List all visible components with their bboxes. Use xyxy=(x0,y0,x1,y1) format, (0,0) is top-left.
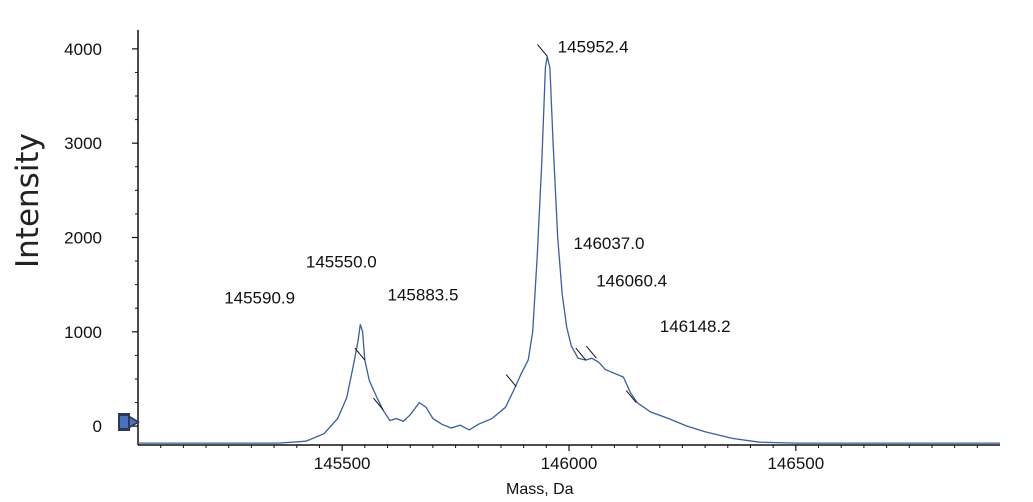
peak-marker-line xyxy=(354,347,366,361)
baseline-marker-icon[interactable] xyxy=(118,413,140,431)
x-tick-label: 145500 xyxy=(314,454,371,473)
peak-marker-line xyxy=(625,390,637,403)
peak-marker-line xyxy=(505,374,517,387)
x-axis-title: Mass, Da xyxy=(506,481,574,498)
peak-label: 145590.9 xyxy=(224,289,295,308)
y-tick-label: 1000 xyxy=(64,323,102,342)
x-tick-label: 146000 xyxy=(541,454,598,473)
y-axis-ticks: 0 1000 2000 3000 4000 xyxy=(64,40,138,436)
peak-marker-line xyxy=(586,345,597,359)
spectrum-line xyxy=(138,56,1000,444)
peak-label: 145952.4 xyxy=(558,38,629,57)
peak-label: 146148.2 xyxy=(660,317,731,336)
peak-marker-line xyxy=(537,44,548,57)
y-tick-label: 0 xyxy=(93,417,102,436)
x-axis-ticks: 145500 146000 146500 xyxy=(160,445,978,473)
y-tick-label: 4000 xyxy=(64,40,102,59)
y-axis-title: Intensity xyxy=(10,133,46,268)
x-tick-label: 146500 xyxy=(767,454,824,473)
peak-label: 145550.0 xyxy=(306,253,377,272)
y-tick-label: 3000 xyxy=(64,134,102,153)
peak-label: 146037.0 xyxy=(574,234,645,253)
peak-annotations: 145590.9 145550.0 145883.5 145952.4 146037.0… xyxy=(224,38,731,411)
peak-label: 146060.4 xyxy=(596,272,667,291)
peak-marker-line xyxy=(575,347,587,361)
peak-label: 145883.5 xyxy=(388,286,459,305)
peak-marker-line xyxy=(373,397,384,411)
y-tick-label: 2000 xyxy=(64,229,102,248)
